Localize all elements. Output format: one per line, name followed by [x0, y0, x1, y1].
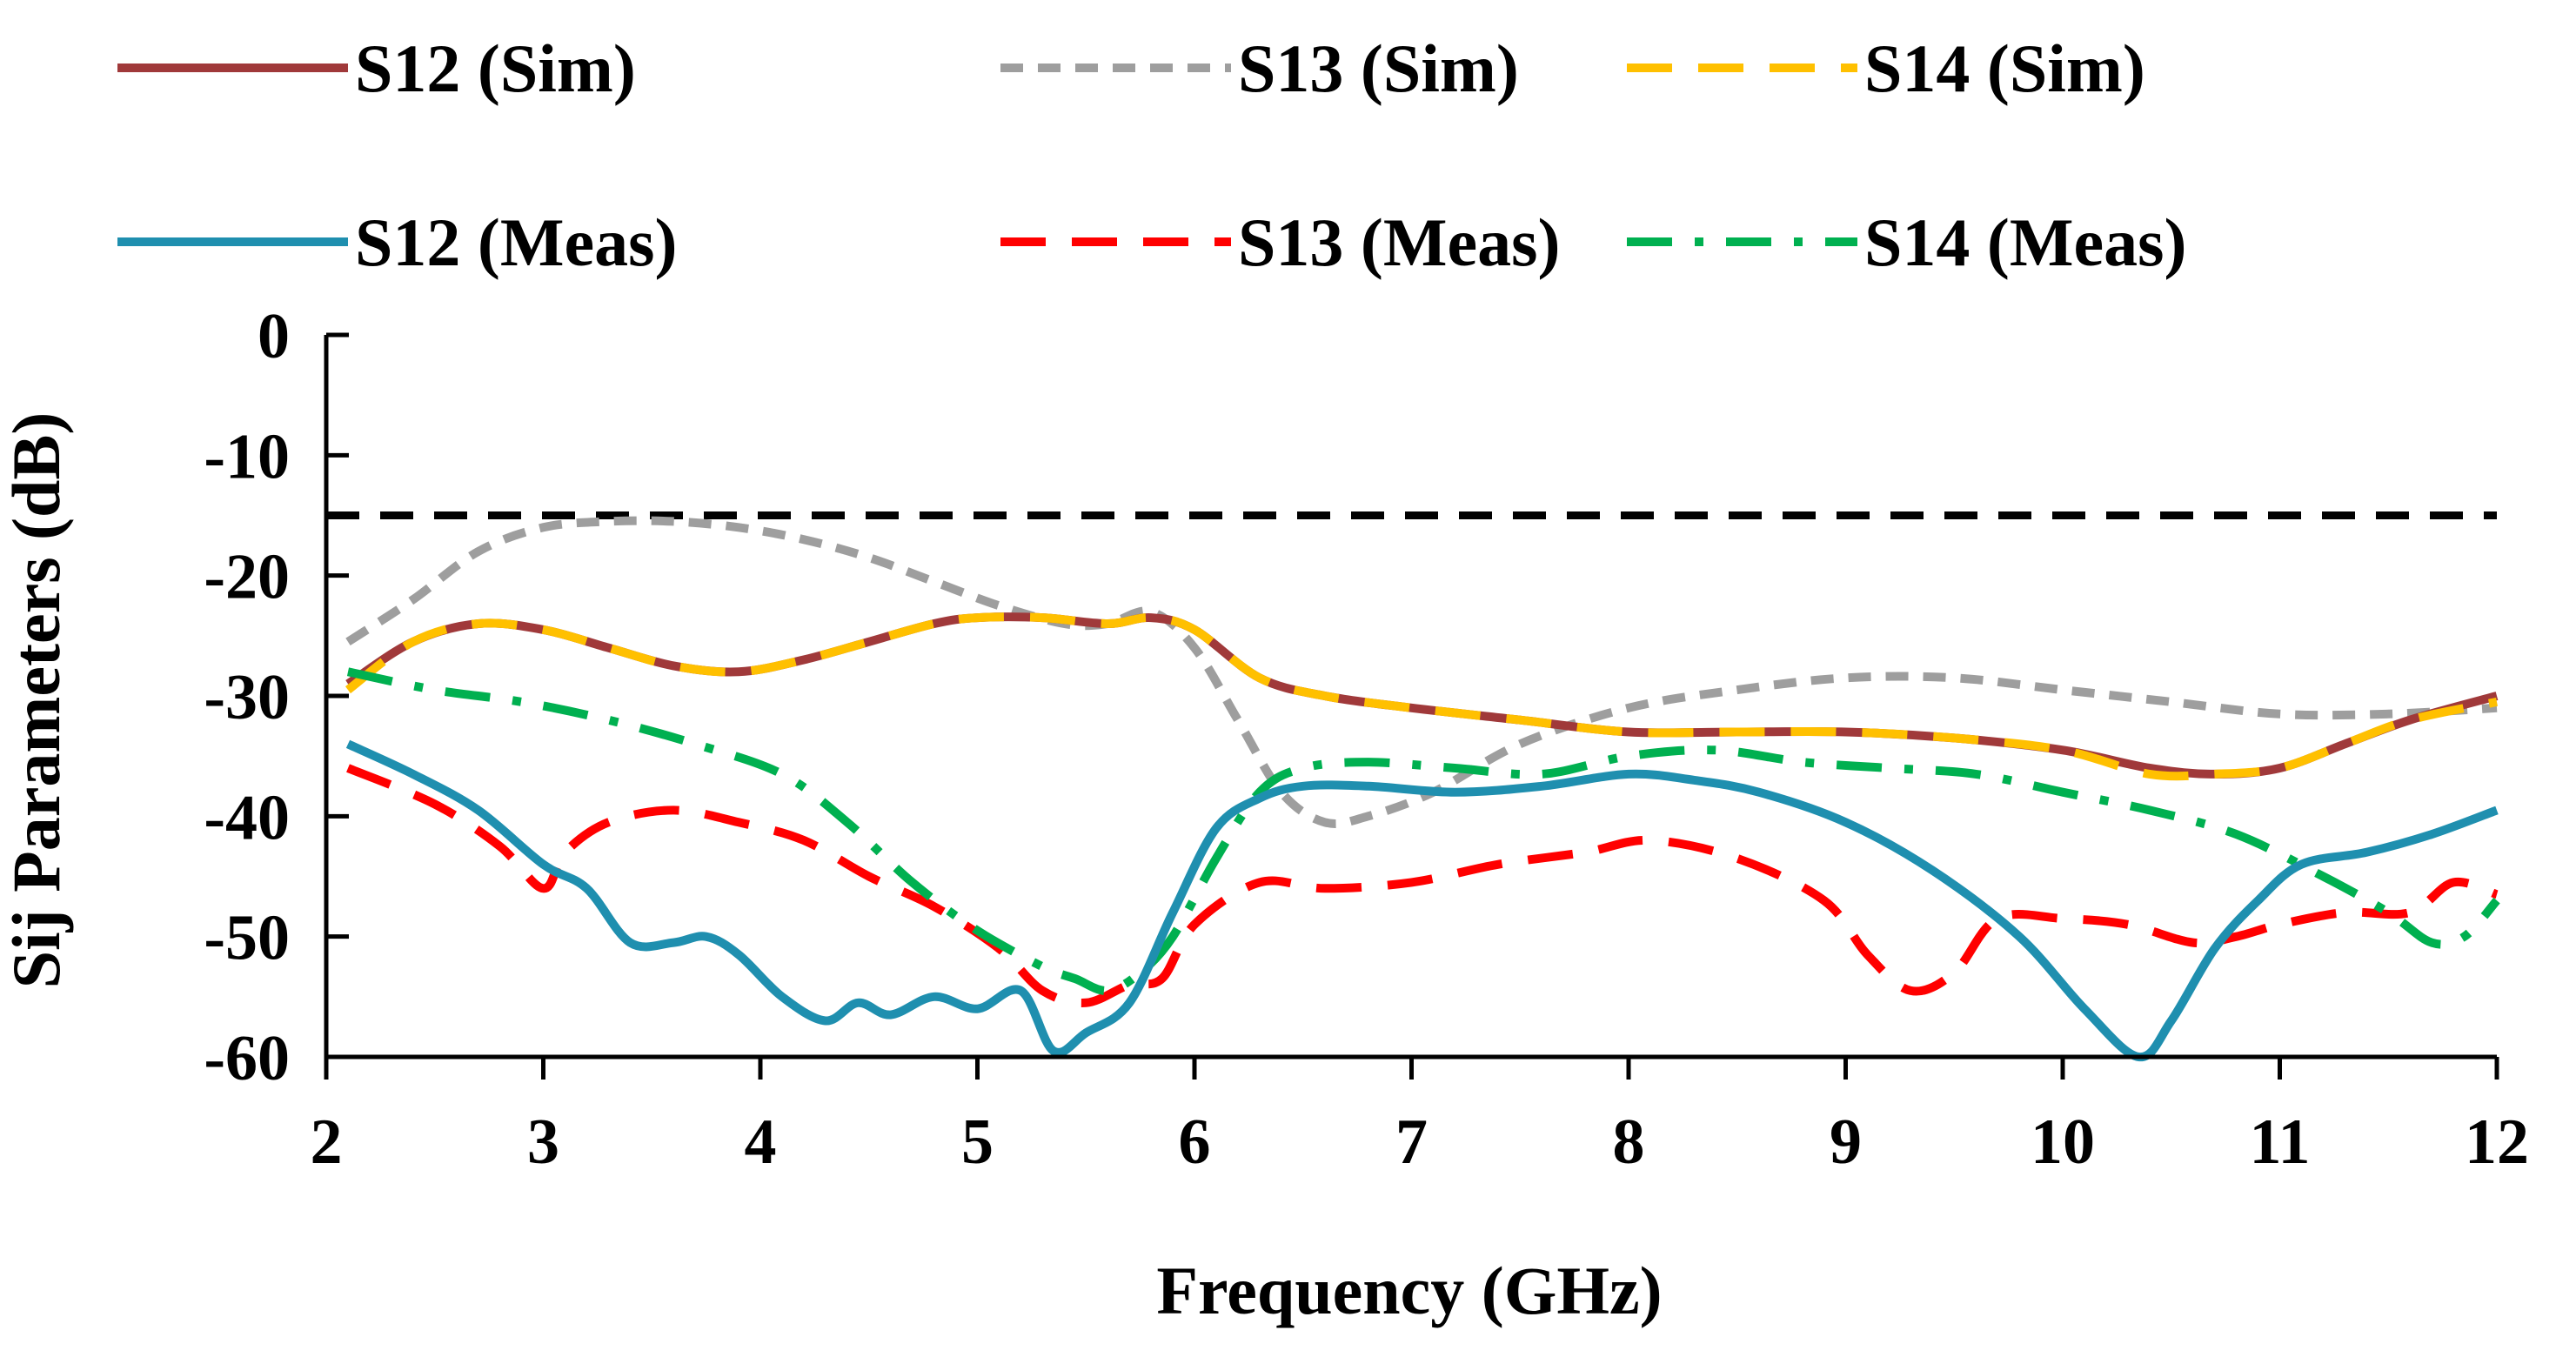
- legend-label: S12 (Meas): [355, 204, 677, 280]
- x-tick-label: 8: [1613, 1106, 1645, 1178]
- legend: S12 (Sim) S13 (Sim) S14 (Sim) S12 (Meas) S13…: [117, 30, 2186, 280]
- x-tick-label: 11: [2250, 1106, 2311, 1178]
- x-tick-label: 6: [1179, 1106, 1211, 1178]
- y-tick-label: -20: [204, 542, 290, 613]
- y-axis-title: Sij Parameters (dB): [0, 412, 74, 989]
- legend-label: S13 (Meas): [1238, 204, 1560, 280]
- x-tick-label: 4: [745, 1106, 777, 1178]
- x-tick-label: 2: [311, 1106, 343, 1178]
- x-ticks: 2 3 4 5 6 7 8 9 10 11 12: [311, 1057, 2529, 1178]
- y-tick-label: -30: [204, 662, 290, 733]
- legend-label: S12 (Sim): [355, 30, 636, 106]
- legend-label: S14 (Meas): [1864, 204, 2186, 280]
- axes: 0 -10 -20 -30 -40 -50 -60 2 3 4 5 6 7 8 9 10 11 12: [204, 301, 2529, 1178]
- legend-label: S13 (Sim): [1238, 30, 1519, 106]
- y-tick-label: -40: [204, 782, 290, 853]
- series-line: [345, 612, 2499, 781]
- x-tick-label: 3: [527, 1106, 559, 1178]
- y-tick-label: 0: [258, 301, 290, 372]
- series-line: [345, 612, 2499, 779]
- x-axis-title: Frequency (GHz): [1156, 1253, 1662, 1328]
- x-tick-label: 12: [2465, 1106, 2529, 1178]
- y-tick-label: -10: [204, 421, 290, 492]
- y-ticks: 0 -10 -20 -30 -40 -50 -60: [204, 301, 349, 1094]
- series-line: [345, 516, 2498, 828]
- series-line: [346, 764, 2499, 1007]
- x-tick-label: 9: [1830, 1106, 1862, 1178]
- y-tick-label: -60: [204, 1023, 290, 1094]
- x-tick-label: 5: [961, 1106, 994, 1178]
- series-line: [345, 739, 2499, 1062]
- legend-label: S14 (Sim): [1864, 30, 2145, 106]
- plot-lines: [326, 511, 2500, 1062]
- x-tick-label: 7: [1395, 1106, 1428, 1178]
- y-tick-label: -50: [204, 903, 290, 974]
- x-tick-label: 10: [2031, 1106, 2095, 1178]
- series-line: [346, 667, 2500, 995]
